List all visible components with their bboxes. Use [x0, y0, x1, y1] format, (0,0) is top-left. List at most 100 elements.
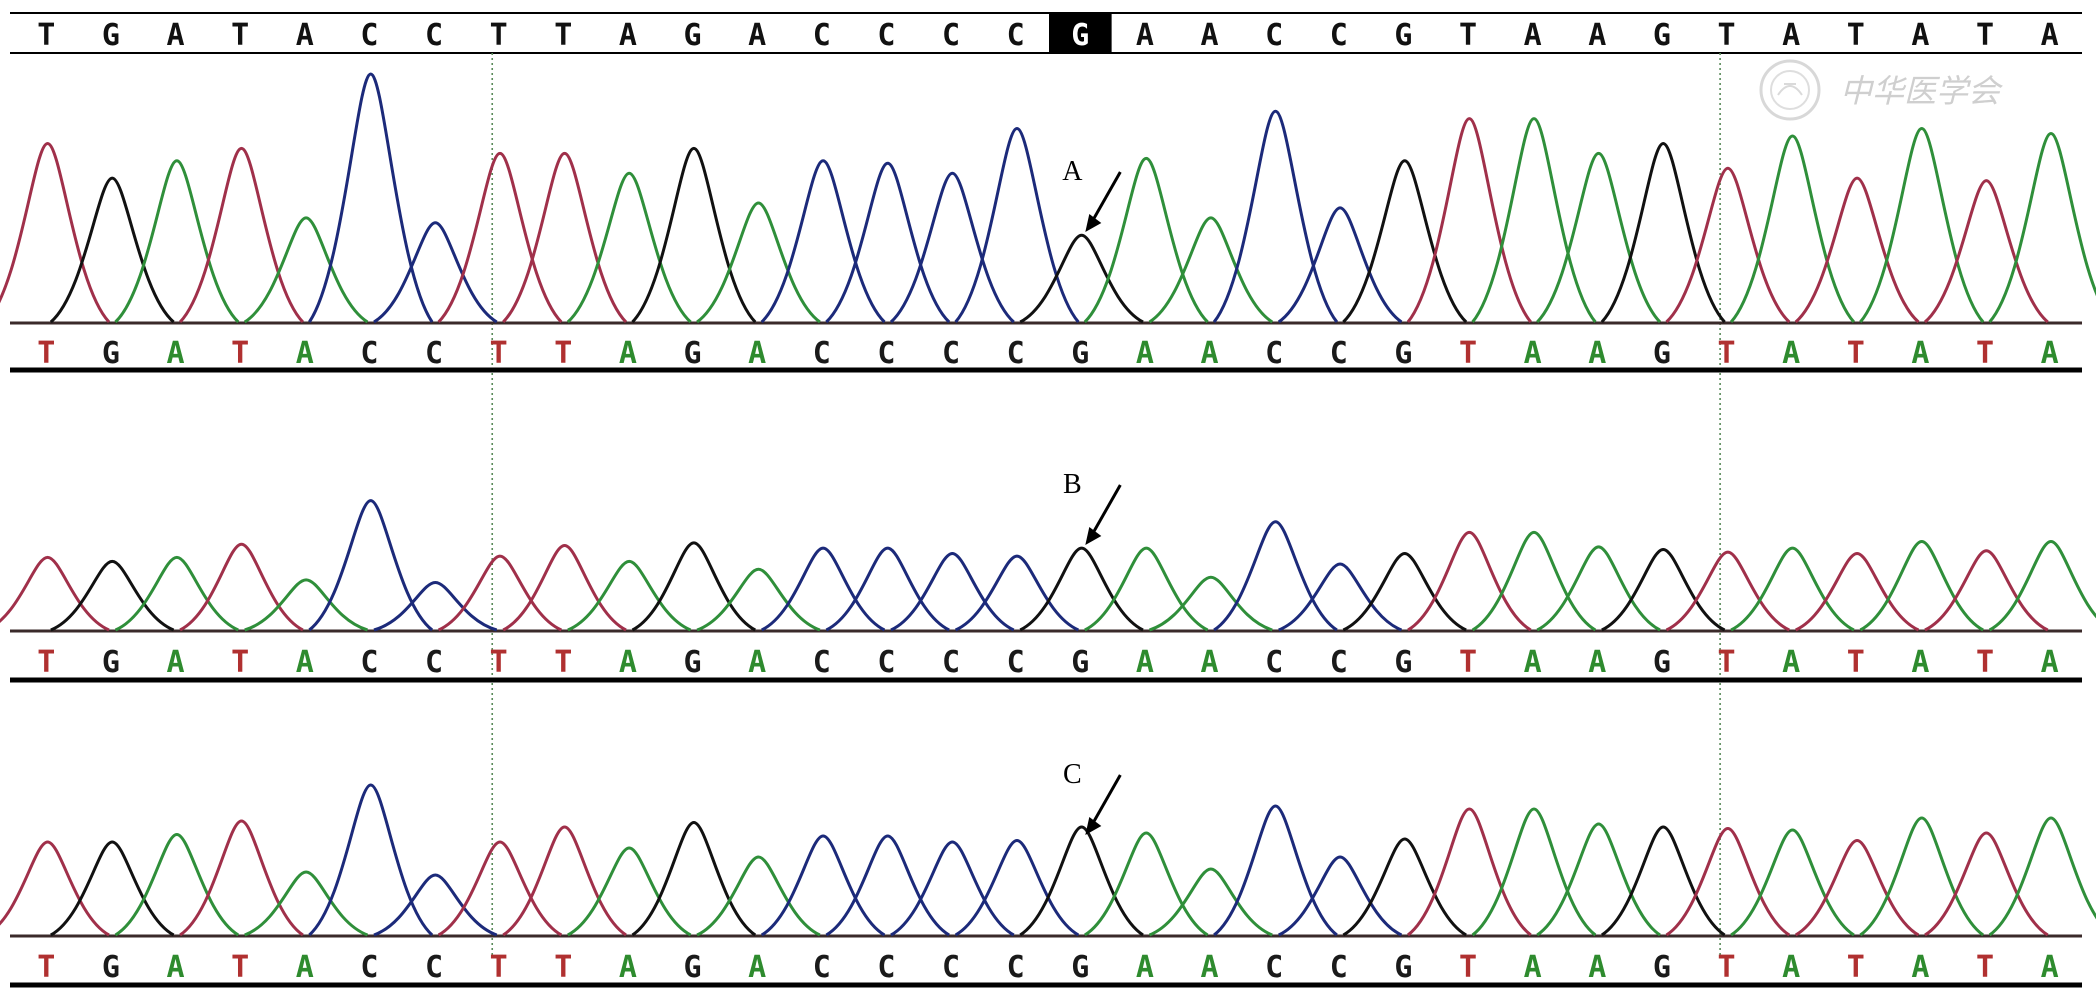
reference-base-30: T: [1976, 18, 1994, 53]
base-call-20: C: [1330, 950, 1348, 985]
base-call-14: C: [942, 950, 960, 985]
reference-base-21: G: [1394, 18, 1412, 53]
base-call-14: C: [942, 645, 960, 680]
peak-C-5: [308, 72, 434, 323]
base-call-11: A: [748, 645, 766, 680]
base-call-25: G: [1653, 950, 1671, 985]
peak-T-30: [1924, 831, 2049, 937]
base-call-27: A: [1782, 336, 1800, 371]
reference-base-16: G: [1071, 18, 1089, 53]
peak-C-20: [1278, 855, 1403, 937]
peak-G-25: [1600, 825, 1726, 937]
base-call-14: C: [942, 336, 960, 371]
reference-base-5: C: [360, 18, 378, 53]
base-call-2: A: [167, 645, 185, 680]
peak-T-7: [437, 151, 563, 324]
base-call-30: T: [1976, 336, 1994, 371]
reference-base-0: T: [37, 18, 55, 53]
peak-A-23: [1471, 807, 1597, 937]
base-call-5: C: [360, 950, 378, 985]
base-call-6: C: [425, 336, 443, 371]
base-call-20: C: [1330, 645, 1348, 680]
base-call-18: A: [1201, 336, 1219, 371]
peak-A-17: [1084, 546, 1209, 632]
base-call-22: T: [1459, 950, 1477, 985]
peak-A-17: [1084, 831, 1209, 937]
chromatogram-panels: T G A T A C C T T A G A C C C C G A A C C G T A A G T A T A T A A T G A T A C C…: [0, 53, 2096, 988]
peak-A-4: [244, 870, 369, 937]
reference-base-18: A: [1201, 18, 1219, 53]
peak-A-11: [696, 855, 821, 937]
peak-G-1: [49, 176, 175, 324]
peak-G-1: [50, 840, 175, 937]
peak-T-28: [1795, 551, 1920, 632]
reference-base-17: A: [1136, 18, 1154, 53]
base-call-19: C: [1265, 645, 1283, 680]
base-call-26: T: [1718, 645, 1736, 680]
base-call-29: A: [1911, 950, 1929, 985]
peak-A-11: [696, 567, 821, 632]
peak-T-26: [1665, 166, 1791, 324]
peak-A-9: [567, 846, 692, 937]
base-call-9: A: [619, 336, 637, 371]
base-call-27: A: [1782, 645, 1800, 680]
reference-base-14: C: [942, 18, 960, 53]
peak-G-21: [1342, 551, 1467, 632]
peak-T-7: [437, 554, 563, 632]
base-call-3: T: [231, 950, 249, 985]
reference-base-19: C: [1265, 18, 1283, 53]
peak-C-5: [308, 783, 434, 937]
peak-A-4: [243, 216, 369, 324]
arrow-icon: [1085, 484, 1122, 545]
peak-A-2: [114, 159, 240, 324]
base-call-28: T: [1847, 950, 1865, 985]
base-call-17: A: [1136, 950, 1154, 985]
peak-G-21: [1342, 159, 1468, 324]
peak-A-29: [1859, 540, 1984, 632]
peak-A-4: [244, 578, 368, 632]
base-call-10: G: [684, 336, 702, 371]
base-call-1: G: [102, 950, 120, 985]
base-call-31: A: [2041, 336, 2059, 371]
peak-T-3: [179, 146, 304, 324]
base-call-30: T: [1976, 645, 1994, 680]
peak-T-22: [1406, 117, 1532, 323]
peak-G-10: [631, 146, 757, 324]
chromatogram-panel-B: T G A T A C C T T A G A C C C C G A A C C G T A A G T A T A T A B: [0, 469, 2096, 683]
peak-A-18: [1148, 867, 1273, 937]
base-call-18: A: [1201, 645, 1219, 680]
base-call-31: A: [2041, 950, 2059, 985]
base-call-21: G: [1394, 336, 1412, 371]
peak-C-20: [1277, 206, 1403, 324]
base-call-19: C: [1265, 950, 1283, 985]
base-call-16: G: [1071, 645, 1089, 680]
peak-A-18: [1148, 216, 1274, 324]
base-call-28: T: [1847, 336, 1865, 371]
reference-base-3: T: [231, 18, 249, 53]
base-call-7: T: [490, 950, 508, 985]
base-call-8: T: [554, 950, 572, 985]
watermark-text: 中华医学会: [1840, 72, 2003, 110]
base-call-21: G: [1394, 645, 1412, 680]
peak-G-1: [50, 559, 175, 632]
peak-A-23: [1471, 117, 1597, 323]
base-call-11: A: [748, 950, 766, 985]
reference-base-24: A: [1588, 18, 1606, 53]
peak-A-2: [114, 555, 239, 632]
base-call-22: T: [1459, 645, 1477, 680]
watermark: 中华医学会: [1759, 59, 2003, 121]
base-call-10: G: [684, 645, 702, 680]
base-call-23: A: [1524, 645, 1542, 680]
peak-C-13: [825, 834, 950, 937]
base-call-17: A: [1136, 645, 1154, 680]
peak-A-27: [1730, 828, 1855, 937]
peak-T-0: [0, 555, 110, 632]
peak-G-16: [1019, 233, 1144, 324]
peak-T-22: [1407, 807, 1532, 937]
peak-A-24: [1536, 545, 1661, 632]
base-call-27: A: [1782, 950, 1800, 985]
panel-label-C: C: [1063, 759, 1082, 790]
base-call-9: A: [619, 645, 637, 680]
peak-T-8: [502, 825, 627, 937]
